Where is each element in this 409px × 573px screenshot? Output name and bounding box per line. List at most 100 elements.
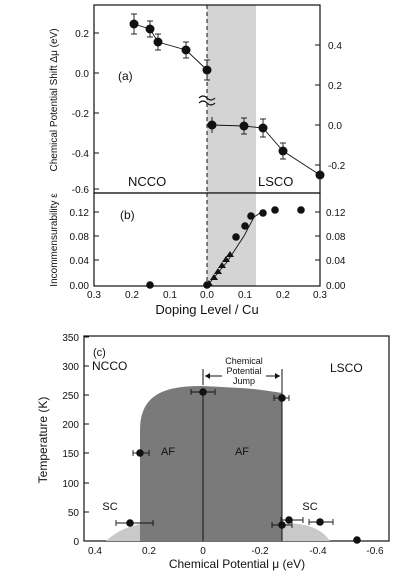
panel-b-xtick-4: 0.1 <box>238 290 252 301</box>
panel-c-annotation-line-1: Chemical <box>225 356 263 366</box>
panel-b-xtick-3: 0.0 <box>200 290 214 301</box>
panel-c-errorbars <box>115 389 334 528</box>
panel-a-ytick-2: -0.2 <box>72 109 90 120</box>
panel-c-ytick-2: 100 <box>62 479 79 490</box>
panel-b-left-ticks: 0.00 0.04 0.08 0.12 <box>70 208 99 292</box>
panel-c-annotation-line-2: Potential <box>226 366 261 376</box>
panel-c-points <box>126 388 361 544</box>
panel-b-xtick-1: 0.2 <box>125 290 139 301</box>
panel-c-xtick-4: -0.4 <box>309 546 327 557</box>
panel-c-point-7 <box>316 518 324 526</box>
panel-b-ytick-2: 0.08 <box>70 232 90 243</box>
panel-c-ytick-6: 300 <box>62 362 79 373</box>
panel-b-point-4 <box>241 222 249 230</box>
panel-a-point-ncco-4 <box>181 45 191 55</box>
panel-b-point-6 <box>259 209 267 217</box>
panel-b-xtick-0: 0.3 <box>87 290 101 301</box>
panel-c-point-2 <box>126 519 134 527</box>
panel-c-ytick-3: 150 <box>62 449 79 460</box>
panel-c-xtick-2: 0 <box>200 546 206 557</box>
panel-b-x-axis-label: Doping Level / Cu <box>155 302 258 317</box>
panel-c-y-axis-label: Temperature (K) <box>36 397 50 484</box>
panel-c-ytick-1: 50 <box>68 508 80 519</box>
panel-a-point-ncco-1 <box>129 19 139 29</box>
panel-a-axis-break <box>198 95 216 106</box>
panel-c-sc-region-right <box>280 523 330 541</box>
panel-b-xtick-2: 0.1 <box>163 290 177 301</box>
panel-c-af-left-label: AF <box>161 446 175 458</box>
panel-a-point-lsco-4 <box>278 146 288 156</box>
panel-c-point-1 <box>136 449 144 457</box>
panel-b-point-7 <box>271 206 279 214</box>
panel-c-ytick-0: 0 <box>73 537 79 548</box>
panel-a-point-ncco-3 <box>153 37 163 47</box>
panel-b-point-5 <box>247 212 255 220</box>
panel-b-ytick-3: 0.12 <box>70 208 90 219</box>
panel-b-fit-line <box>206 210 264 287</box>
panel-a-ncco-label: NCCO <box>128 174 166 189</box>
panel-a-ytick-0: 0.2 <box>75 29 89 40</box>
panel-b-triangle-6 <box>226 251 234 257</box>
panel-a-points <box>129 19 325 180</box>
panel-a-lsco-label: LSCO <box>258 174 293 189</box>
panel-b-triangle-4 <box>218 262 226 268</box>
panel-c-xtick-0: 0.4 <box>88 546 102 557</box>
panel-c-jump-annotation: Chemical Potential Jump <box>202 356 283 541</box>
panel-b-label: (b) <box>120 208 135 222</box>
panel-b-y-axis-label: Incommensurability ε <box>49 193 60 287</box>
panel-b-ytick-1: 0.04 <box>70 256 90 267</box>
panel-a-y-axis-label: Chemical Potential Shift Δμ (eV) <box>49 28 60 171</box>
panel-c-ytick-4: 200 <box>62 420 79 431</box>
panel-c-annotation-line-3: Jump <box>233 376 255 386</box>
panel-a-ytick-1: 0.0 <box>75 69 89 80</box>
panel-a-ytick-right-3: -0.2 <box>328 161 346 172</box>
panel-c-ytick-7: 350 <box>62 333 79 344</box>
panel-a-ytick-right-2: 0.0 <box>328 121 342 132</box>
panel-a-ytick-right-1: 0.2 <box>328 81 342 92</box>
panel-b-xtick-5: 0.2 <box>276 290 290 301</box>
panel-a-point-lsco-2 <box>239 121 249 131</box>
panel-b-shaded-region <box>207 193 256 286</box>
panel-a-point-lsco-3 <box>258 123 268 133</box>
panel-b-point-1 <box>146 281 154 289</box>
panel-c-point-4 <box>278 394 286 402</box>
panel-c-sc-region-left <box>106 524 140 541</box>
panel-b-ytick-right-1: 0.04 <box>326 256 346 267</box>
panel-a-label: (a) <box>118 69 133 83</box>
panel-b-x-ticks: 0.3 0.2 0.1 0.0 0.1 0.2 0.3 <box>87 290 327 301</box>
panel-b-point-3 <box>232 233 240 241</box>
panel-b-xtick-6: 0.3 <box>313 290 327 301</box>
panel-b-right-ticks: 0.00 0.04 0.08 0.12 <box>315 208 346 292</box>
panel-a-left-ticks: 0.2 0.0 -0.2 -0.4 -0.6 <box>72 29 99 196</box>
panel-a-point-lsco-5 <box>315 170 325 180</box>
panel-c-ncco-label: NCCO <box>92 359 127 373</box>
panel-a-ytick-4: -0.6 <box>72 185 90 196</box>
panel-c-y-ticks: 0 50 100 150 200 250 300 350 <box>62 333 89 548</box>
panel-b-ytick-right-3: 0.12 <box>326 208 346 219</box>
panel-c-x-axis-label: Chemical Potential μ (eV) <box>169 557 305 571</box>
panel-b-ytick-right-2: 0.08 <box>326 232 346 243</box>
panel-b-ytick-0: 0.00 <box>70 281 90 292</box>
panel-c-af-right-label: AF <box>235 446 249 458</box>
panel-b-triangle-1 <box>205 280 213 286</box>
panel-c-sc-right-label: SC <box>302 501 317 513</box>
panel-c-ytick-5: 250 <box>62 391 79 402</box>
panel-b-point-8 <box>297 206 305 214</box>
panel-c-point-3 <box>199 388 207 396</box>
panel-c-point-8 <box>353 536 361 544</box>
panel-c-sc-left-label: SC <box>102 501 117 513</box>
panel-c-xtick-1: 0.2 <box>142 546 156 557</box>
panel-a-right-ticks: 0.4 0.2 0.0 -0.2 <box>315 41 346 172</box>
panel-b-triangle-2 <box>210 274 218 280</box>
panel-c-xtick-3: -0.2 <box>251 546 269 557</box>
panel-b-points <box>146 206 305 289</box>
panel-a-point-lsco-1 <box>207 120 217 130</box>
panel-c: (c) NCCO LSCO AF AF SC SC Chemical Poten… <box>36 333 390 571</box>
panel-b-ytick-right-0: 0.00 <box>326 281 346 292</box>
panel-a-point-ncco-2 <box>145 24 155 34</box>
panel-c-point-5 <box>278 521 286 529</box>
panel-c-label: (c) <box>93 347 106 359</box>
panel-c-point-6 <box>285 516 293 524</box>
panel-a-shaded-region <box>207 5 256 193</box>
